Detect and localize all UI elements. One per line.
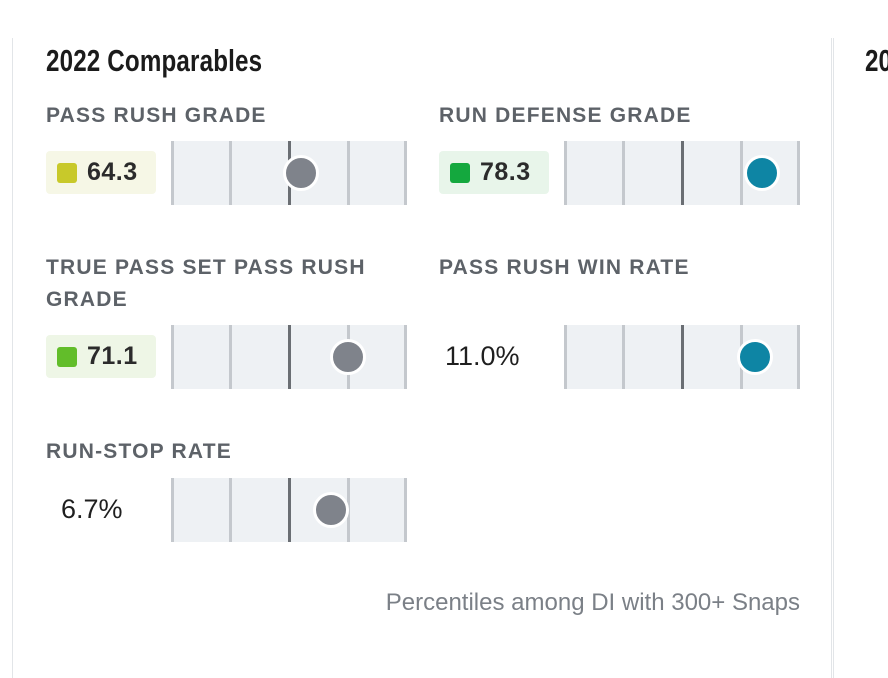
- percentile-tick: [171, 325, 174, 389]
- true-pass-set-grade-percentile-bar: [171, 325, 407, 389]
- percentile-tick: [564, 141, 567, 205]
- next-comparables-card: 20: [833, 38, 888, 678]
- percentile-tick: [404, 141, 407, 205]
- percentile-dot: [313, 492, 350, 528]
- run-stop-rate-value: 6.7%: [61, 494, 123, 524]
- percentile-tick: [171, 478, 174, 542]
- grade-color-swatch: [57, 162, 77, 183]
- pass-rush-grade-percentile-bar: [171, 141, 407, 205]
- pass-rush-grade-badge: 64.3: [46, 151, 156, 194]
- percentile-tick: [797, 141, 800, 205]
- grade-color-swatch: [57, 346, 77, 367]
- percentile-tick: [681, 325, 684, 389]
- true-pass-set-pass-rush-grade-label: TRUE PASS SET PASS RUSH GRADE: [46, 256, 366, 311]
- percentile-tick: [564, 325, 567, 389]
- percentile-tick: [797, 325, 800, 389]
- percentile-tick: [288, 325, 291, 389]
- percentile-tick: [229, 478, 232, 542]
- percentile-footnote: Percentiles among DI with 300+ Snaps: [385, 589, 800, 616]
- run-defense-grade-label: RUN DEFENSE GRADE: [439, 104, 692, 127]
- grade-color-swatch: [450, 162, 470, 183]
- pass-rush-win-rate-label: PASS RUSH WIN RATE: [439, 256, 690, 279]
- pass-rush-grade-value: 64.3: [87, 158, 138, 186]
- percentile-tick: [229, 325, 232, 389]
- card-title: 2022 Comparables: [46, 43, 263, 78]
- run-stop-rate-percentile-bar: [171, 478, 407, 542]
- percentile-dot: [737, 339, 774, 375]
- percentile-dot: [282, 155, 319, 191]
- percentile-dot: [744, 155, 781, 191]
- next-card-title: 20: [865, 43, 888, 78]
- pass-rush-win-rate-percentile-bar: [564, 325, 800, 389]
- percentile-tick: [229, 141, 232, 205]
- run-defense-grade-percentile-bar: [564, 141, 800, 205]
- run-defense-grade-badge: 78.3: [439, 151, 549, 194]
- percentile-tick: [171, 141, 174, 205]
- percentile-dot: [330, 339, 366, 375]
- percentile-tick: [404, 478, 407, 542]
- percentile-tick: [681, 141, 684, 205]
- true-pass-set-grade-badge: 71.1: [46, 335, 156, 378]
- percentile-tick: [740, 141, 743, 205]
- run-stop-rate-label: RUN-STOP RATE: [46, 440, 232, 463]
- percentile-tick: [347, 141, 350, 205]
- pass-rush-grade-label: PASS RUSH GRADE: [46, 104, 267, 127]
- true-pass-set-grade-value: 71.1: [87, 342, 138, 370]
- run-defense-grade-value: 78.3: [480, 158, 531, 186]
- percentile-tick: [404, 325, 407, 389]
- percentile-tick: [622, 141, 625, 205]
- percentile-tick: [622, 325, 625, 389]
- comparables-card: 2022 Comparables PASS RUSH GRADE 64.3 RU…: [12, 38, 832, 678]
- pass-rush-win-rate-value: 11.0%: [445, 341, 520, 371]
- percentile-tick: [288, 478, 291, 542]
